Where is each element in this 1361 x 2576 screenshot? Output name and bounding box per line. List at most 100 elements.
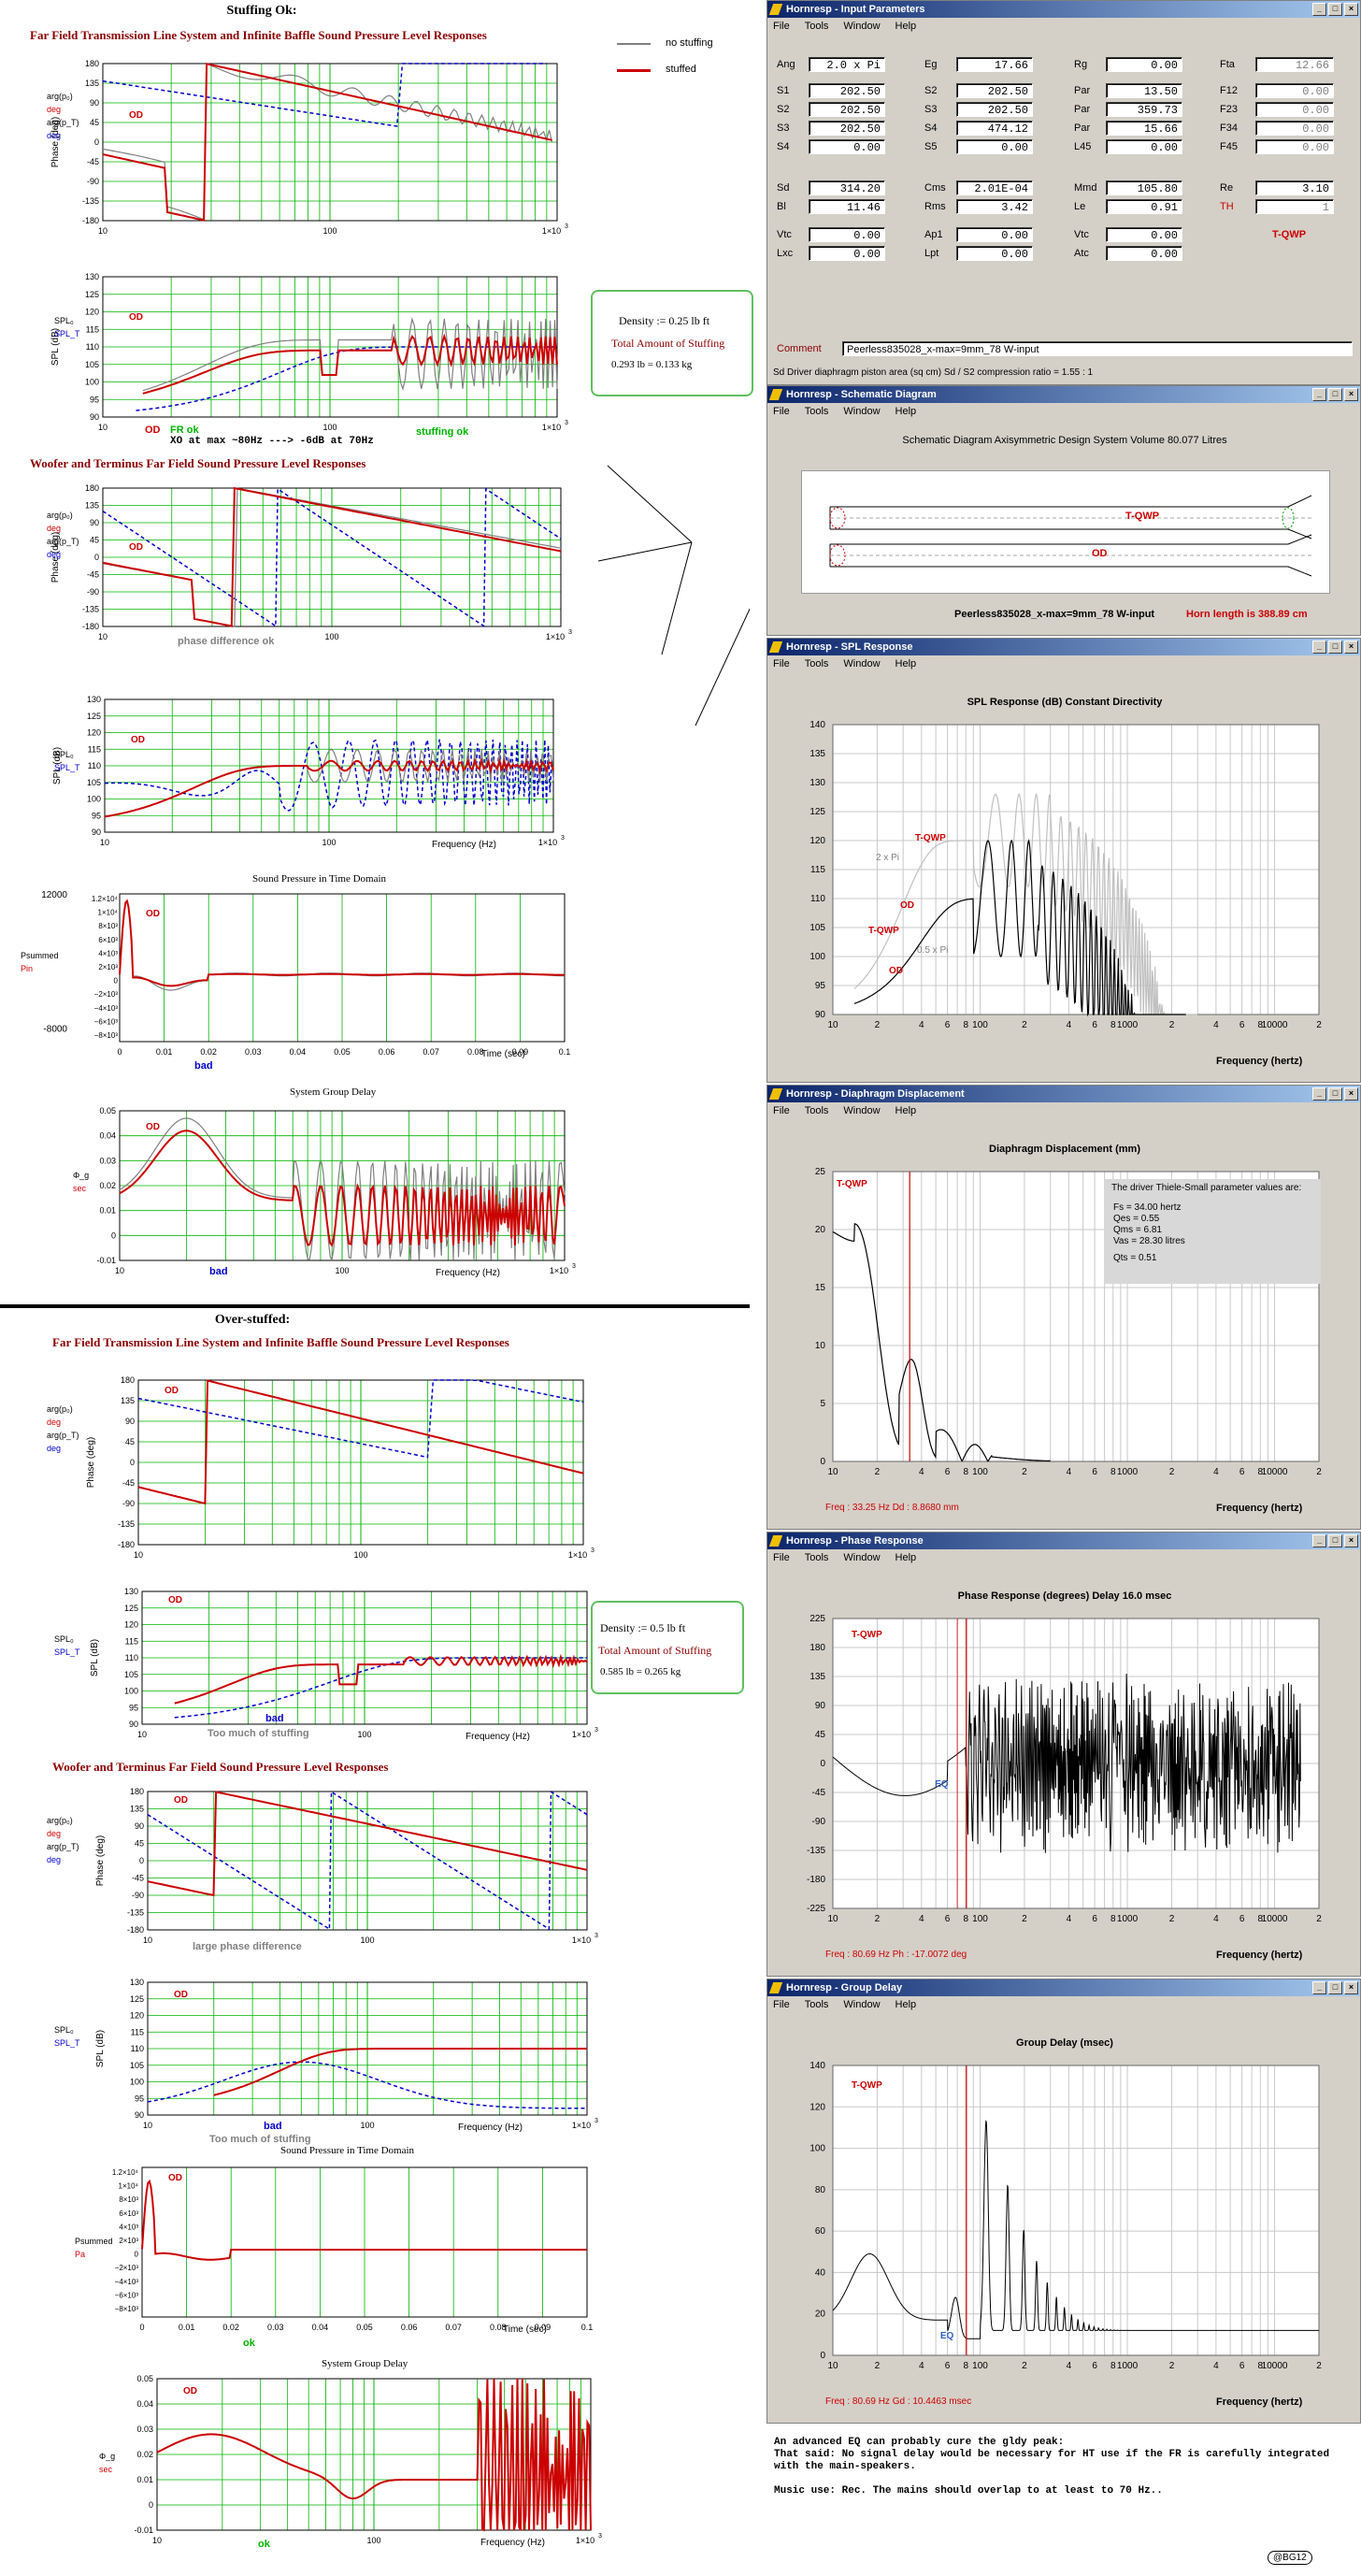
x-tick-label: 4 (919, 1467, 924, 1477)
param-field[interactable]: 0.00 (1106, 227, 1182, 242)
param-field[interactable]: 1 (1255, 199, 1334, 214)
menu-help[interactable]: Help (895, 1999, 917, 2010)
param-field[interactable]: 0.00 (809, 246, 885, 261)
menu-window[interactable]: Window (843, 1105, 880, 1116)
minimize-button[interactable]: _ (1312, 640, 1326, 654)
param-field[interactable]: 202.50 (809, 121, 885, 136)
menu-tools[interactable]: Tools (805, 658, 829, 669)
param-field[interactable]: 0.00 (1255, 139, 1334, 154)
menu-tools[interactable]: Tools (805, 1999, 829, 2010)
minimize-button[interactable]: _ (1312, 1534, 1326, 1547)
y-tick-label: 0 (149, 2500, 153, 2510)
param-field[interactable]: 0.00 (956, 246, 1033, 261)
param-field[interactable]: 0.00 (1255, 121, 1334, 136)
param-field[interactable]: 105.80 (1106, 180, 1182, 195)
schematic-titlebar[interactable]: Hornresp - Schematic Diagram _ □ × (767, 386, 1360, 403)
param-field[interactable]: 0.91 (1106, 199, 1182, 214)
y-tick-label: 0 (820, 1759, 825, 1769)
gd-titlebar[interactable]: Hornresp - Group Delay _ □ × (767, 1979, 1360, 1996)
minimize-button[interactable]: _ (1312, 3, 1326, 16)
x-tick-label: 6 (1092, 1467, 1097, 1477)
x-tick-label: 100 (366, 2536, 380, 2545)
maximize-button[interactable]: □ (1328, 3, 1342, 16)
menu-help[interactable]: Help (895, 21, 917, 32)
param-field[interactable]: 0.00 (1106, 57, 1182, 72)
param-field[interactable]: 202.50 (809, 83, 885, 98)
maximize-button[interactable]: □ (1328, 1981, 1342, 1994)
close-button[interactable]: × (1344, 3, 1358, 16)
y-tick-label: 0.02 (99, 1181, 116, 1190)
menu-file[interactable]: File (773, 1999, 790, 2010)
phase-plot-1: -180-135-90-450459013518010 100 1×10 3Phase… (50, 59, 568, 236)
y-tick-label: 105 (85, 360, 99, 369)
menu-tools[interactable]: Tools (805, 406, 829, 417)
maximize-button[interactable]: □ (1328, 640, 1342, 654)
menu-help[interactable]: Help (895, 658, 917, 669)
param-field[interactable]: 2.01E-04 (956, 180, 1033, 195)
close-button[interactable]: × (1344, 1534, 1358, 1547)
param-field[interactable]: 0.00 (956, 139, 1033, 154)
param-field[interactable]: 0.00 (1106, 139, 1182, 154)
minimize-button[interactable]: _ (1312, 1981, 1326, 1994)
spl-titlebar[interactable]: Hornresp - SPL Response _ □ × (767, 639, 1360, 655)
param-field[interactable]: 202.50 (956, 83, 1033, 98)
close-button[interactable]: × (1344, 1087, 1358, 1101)
menu-help[interactable]: Help (895, 1552, 917, 1563)
input-params-titlebar[interactable]: Hornresp - Input Parameters _ □ × (767, 1, 1360, 18)
menu-file[interactable]: File (773, 1105, 790, 1116)
menu-help[interactable]: Help (895, 406, 917, 417)
param-field[interactable]: 0.00 (956, 227, 1033, 242)
menu-help[interactable]: Help (895, 1105, 917, 1116)
menu-window[interactable]: Window (843, 1552, 880, 1563)
param-field[interactable]: 0.00 (809, 227, 885, 242)
param-field[interactable]: 0.00 (1255, 102, 1334, 117)
menu-window[interactable]: Window (843, 1999, 880, 2010)
menu-file[interactable]: File (773, 658, 790, 669)
menu-tools[interactable]: Tools (805, 1552, 829, 1563)
menu-file[interactable]: File (773, 1552, 790, 1563)
menu-tools[interactable]: Tools (805, 1105, 829, 1116)
y-tick-label: -135 (82, 605, 99, 614)
maximize-button[interactable]: □ (1328, 1087, 1342, 1101)
maximize-button[interactable]: □ (1328, 388, 1342, 401)
param-field[interactable]: 359.73 (1106, 102, 1182, 117)
param-field[interactable]: 3.10 (1255, 180, 1334, 195)
maximize-button[interactable]: □ (1328, 1534, 1342, 1547)
disp-titlebar[interactable]: Hornresp - Diaphragm Displacement _ □ × (767, 1086, 1360, 1102)
spl-label-od: OD (900, 900, 914, 911)
param-field[interactable]: 12.66 (1255, 57, 1334, 72)
time-axis-legend: Psummed Pin (21, 951, 59, 973)
menu-tools[interactable]: Tools (805, 21, 829, 32)
param-field[interactable]: 0.00 (809, 139, 885, 154)
param-field[interactable]: 3.42 (956, 199, 1033, 214)
menu-window[interactable]: Window (843, 406, 880, 417)
close-button[interactable]: × (1344, 640, 1358, 654)
minimize-button[interactable]: _ (1312, 388, 1326, 401)
menu-file[interactable]: File (773, 406, 790, 417)
param-field[interactable]: 202.50 (809, 102, 885, 117)
param-field[interactable]: 11.46 (809, 199, 885, 214)
param-field[interactable]: 2.0 x Pi (809, 57, 885, 72)
minimize-button[interactable]: _ (1312, 1087, 1326, 1101)
close-button[interactable]: × (1344, 1981, 1358, 1994)
param-field[interactable]: 15.66 (1106, 121, 1182, 136)
param-field[interactable]: 17.66 (956, 57, 1033, 72)
param-field[interactable]: 314.20 (809, 180, 885, 195)
y-tick-label: 110 (125, 1653, 138, 1662)
param-field[interactable]: 202.50 (956, 102, 1033, 117)
param-field[interactable]: 0.00 (1106, 246, 1182, 261)
param-field[interactable]: 13.50 (1106, 83, 1182, 98)
menu-file[interactable]: File (773, 21, 790, 32)
phase-titlebar[interactable]: Hornresp - Phase Response _ □ × (767, 1533, 1360, 1549)
menu-window[interactable]: Window (843, 21, 880, 32)
comment-field[interactable]: Peerless835028_x-max=9mm_78 W-input (842, 341, 1353, 356)
param-field[interactable]: 474.12 (956, 121, 1033, 136)
disp-window: Hornresp - Diaphragm Displacement _ □ × Fi… (766, 1085, 1361, 1530)
y-tick-label: 20 (815, 1225, 826, 1235)
menu-window[interactable]: Window (843, 658, 880, 669)
close-button[interactable]: × (1344, 388, 1358, 401)
y-tick-label: 125 (130, 1994, 144, 2004)
param-field[interactable]: 0.00 (1255, 83, 1334, 98)
y-tick-label: 90 (90, 98, 99, 108)
spl-label-2pi: 2 x Pi (876, 853, 899, 863)
